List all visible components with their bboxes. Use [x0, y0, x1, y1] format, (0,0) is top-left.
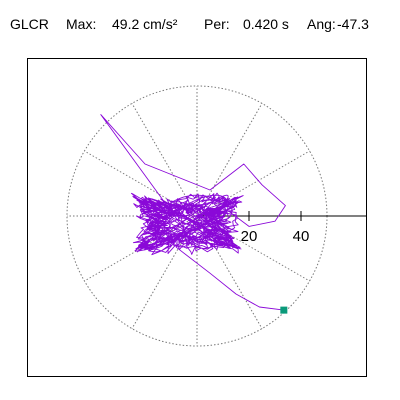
angle-label: Ang: — [307, 16, 336, 32]
trace-end-marker — [280, 306, 288, 314]
polar-grid-spoke — [196, 103, 263, 217]
polar-grid-spoke — [131, 103, 198, 217]
period-value: 0.420 s — [243, 16, 289, 32]
max-label: Max: — [66, 16, 97, 32]
chart-header: GLCR Max: 49.2 cm/s² Per: 0.420 s Ang: -… — [0, 0, 400, 50]
polar-grid-spoke — [84, 215, 198, 282]
polar-grid-spoke — [196, 150, 310, 217]
motion-trace — [100, 114, 286, 311]
end-marker-group — [280, 306, 288, 314]
angle-value: -47.3 — [337, 16, 369, 32]
radial-tick-label: 20 — [241, 228, 258, 245]
radial-tick-label: 40 — [293, 228, 310, 245]
station-code: GLCR — [10, 16, 49, 32]
plot-frame — [27, 58, 367, 377]
period-label: Per: — [204, 16, 230, 32]
motion-trace-group — [100, 114, 286, 311]
max-value: 49.2 cm/s² — [112, 16, 178, 32]
radial-ticks: 20 40 — [241, 211, 310, 245]
